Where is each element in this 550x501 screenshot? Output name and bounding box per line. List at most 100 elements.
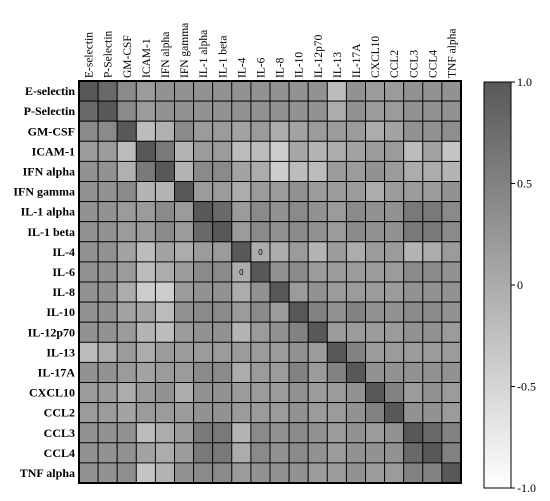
heatmap-cell-il-17a-tnf-alpha bbox=[441, 361, 462, 383]
heatmap-cell-tnf-alpha-gm-csf bbox=[116, 462, 137, 484]
heatmap-cell-il-8-ifn-gamma bbox=[174, 281, 195, 303]
colorbar-tick-label: -0.5 bbox=[517, 380, 536, 394]
colorbar-tick-label: -1.0 bbox=[517, 481, 536, 495]
heatmap-cell-p-selectin-ifn-gamma bbox=[174, 100, 195, 122]
heatmap-cell-cxcl10-ifn-alpha bbox=[154, 382, 175, 404]
heatmap-cell-icam-1-cxcl10 bbox=[365, 140, 386, 162]
heatmap-cell-p-selectin-cxcl10 bbox=[365, 100, 386, 122]
heatmap-cell-il-4-ifn-gamma bbox=[174, 241, 195, 263]
heatmap-cell-il-17a-ifn-gamma bbox=[174, 361, 195, 383]
heatmap-cell-ccl3-il-13 bbox=[326, 422, 347, 444]
heatmap-cell-ccl3-il-10 bbox=[288, 422, 309, 444]
heatmap-cell-ifn-gamma-icam-1 bbox=[135, 181, 156, 203]
column-label: CCL3 bbox=[408, 50, 420, 78]
heatmap-cell-il-12p70-il-1-beta bbox=[212, 321, 233, 343]
heatmap-cell-cxcl10-ifn-gamma bbox=[174, 382, 195, 404]
heatmap-cell-il-4-il-13 bbox=[326, 241, 347, 263]
heatmap-cell-il-6-il-6 bbox=[250, 261, 271, 283]
heatmap-cell-p-selectin-il-1-beta bbox=[212, 100, 233, 122]
row-label: IFN gamma bbox=[13, 185, 75, 199]
heatmap-cell-gm-csf-e-selectin bbox=[78, 120, 99, 142]
heatmap-cell-gm-csf-il-17a bbox=[345, 120, 366, 142]
heatmap-cell-p-selectin-tnf-alpha bbox=[441, 100, 462, 122]
column-label: CCL2 bbox=[389, 50, 401, 78]
heatmap-cell-il-12p70-gm-csf bbox=[116, 321, 137, 343]
heatmap-cell-e-selectin-ccl4 bbox=[422, 80, 443, 102]
heatmap-cell-e-selectin-il-6 bbox=[250, 80, 271, 102]
column-label: GM-CSF bbox=[122, 35, 134, 78]
column-label: IL-10 bbox=[294, 52, 306, 78]
heatmap-cell-e-selectin-il-10 bbox=[288, 80, 309, 102]
heatmap-cell-il-1-beta-il-10 bbox=[288, 221, 309, 243]
heatmap-cell-ccl3-ifn-gamma bbox=[174, 422, 195, 444]
heatmap-cell-cxcl10-il-8 bbox=[269, 382, 290, 404]
heatmap-cell-il-17a-il-6 bbox=[250, 361, 271, 383]
row-labels: E-selectin P-Selectin GM-CSF ICAM-1 IFN alph… bbox=[13, 84, 75, 480]
heatmap-cell-il-10-il-1-beta bbox=[212, 301, 233, 323]
heatmap-cell-ifn-alpha-il-10 bbox=[288, 160, 309, 182]
heatmap-cell-tnf-alpha-cxcl10 bbox=[365, 462, 386, 484]
heatmap-cell-ifn-alpha-il-4 bbox=[231, 160, 252, 182]
row-label: TNF alpha bbox=[20, 466, 75, 480]
heatmap-cell-ccl3-il-6 bbox=[250, 422, 271, 444]
heatmap-cell-ifn-alpha-il-13 bbox=[326, 160, 347, 182]
heatmap-cell-il-1-beta-il-4 bbox=[231, 221, 252, 243]
heatmap-cell-ccl3-icam-1 bbox=[135, 422, 156, 444]
heatmap-cell-il-1-beta-il-13 bbox=[326, 221, 347, 243]
heatmap-cell-e-selectin-tnf-alpha bbox=[441, 80, 462, 102]
heatmap-cell-ifn-gamma-il-10 bbox=[288, 181, 309, 203]
heatmap-cell-ccl4-ccl3 bbox=[403, 442, 424, 464]
heatmap-cell-il-8-e-selectin bbox=[78, 281, 99, 303]
heatmap-cell-il-17a-gm-csf bbox=[116, 361, 137, 383]
heatmap-cell-cxcl10-il-6 bbox=[250, 382, 271, 404]
heatmap-cell-p-selectin-e-selectin bbox=[78, 100, 99, 122]
heatmap-cell-ccl2-ccl3 bbox=[403, 402, 424, 424]
heatmap-cell-il-13-ccl4 bbox=[422, 341, 443, 363]
column-label: TNF alpha bbox=[446, 28, 458, 78]
heatmap-cell-ccl2-il-10 bbox=[288, 402, 309, 424]
colorbar-tick-label: 0.5 bbox=[517, 177, 532, 191]
heatmap-cell-ccl4-il-1-beta bbox=[212, 442, 233, 464]
heatmap-cell-tnf-alpha-il-8 bbox=[269, 462, 290, 484]
heatmap-cell-tnf-alpha-il-13 bbox=[326, 462, 347, 484]
heatmap-cell-il-1-alpha-il-1-beta bbox=[212, 201, 233, 223]
heatmap-cell-cxcl10-il-10 bbox=[288, 382, 309, 404]
heatmap-cell-ifn-alpha-icam-1 bbox=[135, 160, 156, 182]
heatmap-cell-ifn-gamma-il-4 bbox=[231, 181, 252, 203]
heatmap-cell-ccl3-il-12p70 bbox=[307, 422, 328, 444]
heatmap-cell-il-13-icam-1 bbox=[135, 341, 156, 363]
heatmap-cell-e-selectin-il-12p70 bbox=[307, 80, 328, 102]
heatmap-cell-e-selectin-ifn-alpha bbox=[154, 80, 175, 102]
heatmap-cell-il-10-ifn-alpha bbox=[154, 301, 175, 323]
heatmap-cell-ifn-alpha-cxcl10 bbox=[365, 160, 386, 182]
heatmap-cell-il-13-il-1-beta bbox=[212, 341, 233, 363]
heatmap-cell-ccl3-il-1-alpha bbox=[193, 422, 214, 444]
heatmap-cell-il-13-il-13 bbox=[326, 341, 347, 363]
row-label: IL-1 alpha bbox=[21, 205, 75, 219]
heatmap-cell-ifn-alpha-il-1-alpha bbox=[193, 160, 214, 182]
heatmap-cell-icam-1-ccl2 bbox=[384, 140, 405, 162]
heatmap-cell-il-1-beta-tnf-alpha bbox=[441, 221, 462, 243]
heatmap-cell-il-12p70-icam-1 bbox=[135, 321, 156, 343]
heatmap-cell-p-selectin-il-6 bbox=[250, 100, 271, 122]
column-label: IL-13 bbox=[332, 52, 344, 78]
column-label: E-selectin bbox=[84, 32, 96, 78]
heatmap-cell-il-1-alpha-il-13 bbox=[326, 201, 347, 223]
heatmap-cell-il-1-beta-icam-1 bbox=[135, 221, 156, 243]
row-label: IL-17A bbox=[38, 365, 76, 379]
heatmap-cell-il-10-il-1-alpha bbox=[193, 301, 214, 323]
heatmap-cell-icam-1-ifn-alpha bbox=[154, 140, 175, 162]
heatmap-cell-e-selectin-ccl3 bbox=[403, 80, 424, 102]
heatmap-cell-il-13-ccl3 bbox=[403, 341, 424, 363]
heatmap-cell-ccl2-il-13 bbox=[326, 402, 347, 424]
heatmap-cell-il-8-icam-1 bbox=[135, 281, 156, 303]
heatmap-cell-icam-1-gm-csf bbox=[116, 140, 137, 162]
heatmap-cell-il-6-p-selectin bbox=[97, 261, 118, 283]
heatmap-cell-il-10-tnf-alpha bbox=[441, 301, 462, 323]
heatmap-cell-ifn-alpha-il-1-beta bbox=[212, 160, 233, 182]
heatmap-cell-il-17a-il-1-alpha bbox=[193, 361, 214, 383]
heatmap-cell-il-1-alpha-il-6 bbox=[250, 201, 271, 223]
heatmap-cell-il-1-beta-ccl3 bbox=[403, 221, 424, 243]
heatmap-cell-il-1-beta-il-1-alpha bbox=[193, 221, 214, 243]
heatmap-cells bbox=[78, 80, 462, 484]
